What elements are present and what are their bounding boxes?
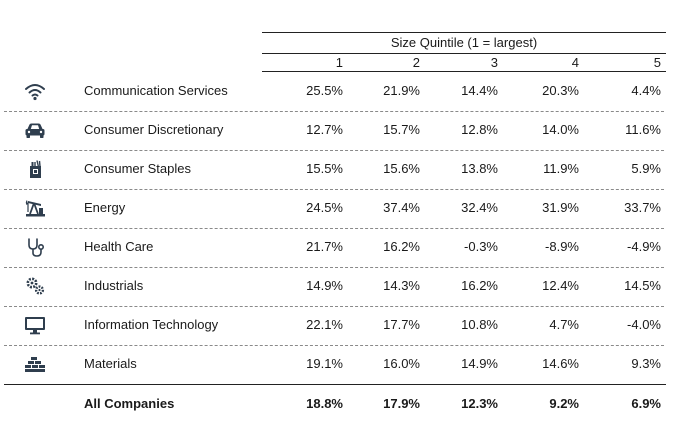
row-label: Information Technology [84,317,219,332]
oil-pump-icon [22,197,48,219]
total-value: 18.8% [306,396,343,411]
cell-value: 20.3% [542,83,579,98]
column-header-5: 5 [653,55,661,70]
cell-value: -4.9% [627,239,661,254]
cell-value: 17.7% [383,317,420,332]
row-label: Consumer Discretionary [84,122,224,137]
bricks-icon [22,353,48,375]
row-divider [4,306,664,307]
table-row: Industrials 14.9% 14.3% 16.2% 12.4% 14.5… [0,267,699,306]
cell-value: -8.9% [545,239,579,254]
cell-value: 11.6% [625,122,661,137]
cell-value: 4.7% [549,317,579,332]
cell-value: 12.4% [542,278,579,293]
cell-value: 14.5% [624,278,661,293]
table-row: Communication Services 25.5% 21.9% 14.4%… [0,72,699,111]
wifi-icon [22,80,48,102]
cell-value: 13.8% [461,161,498,176]
cell-value: 31.9% [542,200,579,215]
cell-value: 10.8% [461,317,498,332]
column-header-2: 2 [412,55,420,70]
row-label: Energy [84,200,126,215]
gears-icon [22,275,48,297]
monitor-icon [22,314,48,336]
column-header-4: 4 [571,55,579,70]
cell-value: 16.2% [383,239,420,254]
cell-value: 14.9% [306,278,343,293]
cell-value: 14.9% [461,356,498,371]
cell-value: 14.0% [542,122,579,137]
table-row: Health Care 21.7% 16.2% -0.3% -8.9% -4.9… [0,228,699,267]
row-label: Materials [84,356,137,371]
row-divider [4,228,664,229]
table-header-title: Size Quintile (1 = largest) [390,35,538,50]
cell-value: 15.7% [383,122,420,137]
cell-value: 24.5% [306,200,343,215]
row-label: Industrials [84,278,144,293]
total-value: 9.2% [549,396,579,411]
row-divider [4,345,664,346]
row-divider [4,111,664,112]
cell-value: -4.0% [627,317,661,332]
car-icon [22,119,48,141]
cell-value: 16.2% [461,278,498,293]
total-row: All Companies 18.8% 17.9% 12.3% 9.2% 6.9… [0,385,699,424]
total-value: 12.3% [461,396,498,411]
header-top-rule [262,32,666,33]
cell-value: 22.1% [306,317,343,332]
stethoscope-icon [22,236,48,258]
cell-value: 32.4% [461,200,498,215]
cell-value: 14.6% [542,356,579,371]
row-divider [4,267,664,268]
cell-value: 12.7% [306,122,343,137]
total-rule [4,384,666,385]
cell-value: 33.7% [624,200,661,215]
cell-value: 15.6% [383,161,420,176]
header-bottom-rule [262,71,666,72]
table-row: Information Technology 22.1% 17.7% 10.8%… [0,306,699,345]
cell-value: 19.1% [306,356,343,371]
cell-value: 16.0% [383,356,420,371]
cell-value: 9.3% [631,356,661,371]
cell-value: 25.5% [306,83,343,98]
table-row: Consumer Discretionary 12.7% 15.7% 12.8%… [0,111,699,150]
cell-value: 15.5% [306,161,343,176]
row-label: Communication Services [84,83,228,98]
table-row: Energy 24.5% 37.4% 32.4% 31.9% 33.7% [0,189,699,228]
table-row: Materials 19.1% 16.0% 14.9% 14.6% 9.3% [0,345,699,384]
table-row: Consumer Staples 15.5% 15.6% 13.8% 11.9%… [0,150,699,189]
column-header-3: 3 [490,55,498,70]
cell-value: 5.9% [631,161,661,176]
row-label: Health Care [84,239,154,254]
cell-value: 37.4% [383,200,420,215]
total-label: All Companies [84,396,175,411]
total-value: 6.9% [631,396,661,411]
cell-value: 12.8% [461,122,498,137]
cell-value: -0.3% [464,239,498,254]
column-header-1: 1 [335,55,343,70]
cell-value: 14.3% [383,278,420,293]
cell-value: 4.4% [631,83,661,98]
cell-value: 14.4% [461,83,498,98]
grocery-bag-icon [22,158,48,180]
cell-value: 21.9% [383,83,420,98]
row-divider [4,189,664,190]
cell-value: 21.7% [306,239,343,254]
row-divider [4,150,664,151]
header-mid-rule [262,53,666,54]
total-value: 17.9% [383,396,420,411]
row-label: Consumer Staples [84,161,191,176]
cell-value: 11.9% [543,161,579,176]
